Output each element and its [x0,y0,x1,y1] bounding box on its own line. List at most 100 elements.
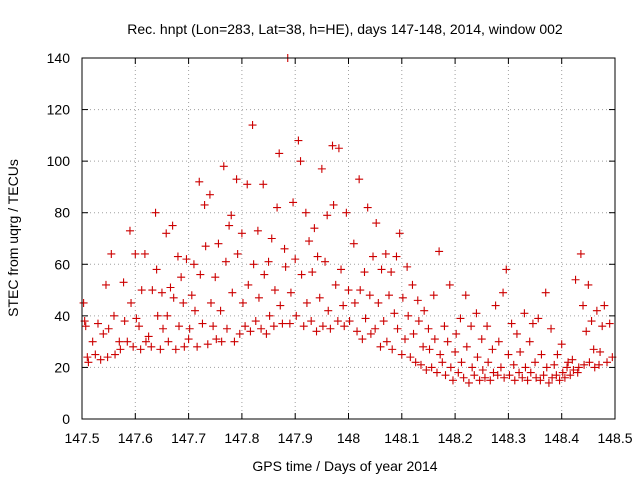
data-point-marker [99,329,108,338]
data-point-marker [413,296,422,305]
data-point-marker [548,373,557,382]
data-point-marker [177,273,186,282]
data-point-marker [228,288,237,297]
data-point-marker [372,219,381,228]
data-point-marker [376,342,385,351]
data-point-marker [244,280,253,289]
data-point-marker [424,324,433,333]
data-point-marker [296,157,305,166]
data-point-marker [127,298,136,307]
data-point-marker [443,337,452,346]
data-point-marker [552,371,561,380]
data-point-marker [461,291,470,300]
data-point-marker [509,360,518,369]
data-point-marker [254,293,263,302]
data-point-marker [534,314,543,323]
data-point-marker [382,337,391,346]
data-point-marker [488,345,497,354]
data-point-marker [558,368,567,377]
data-point-marker [590,363,599,372]
x-tick-label: 147.9 [278,430,313,446]
data-point-marker [233,249,242,258]
data-point-marker [484,358,493,367]
data-point-marker [115,337,124,346]
data-point-marker [171,345,180,354]
data-point-marker [472,309,481,318]
data-point-marker [249,260,258,269]
data-point-marker [151,208,160,217]
data-point-marker [429,291,438,300]
data-point-marker [324,306,333,315]
data-point-marker [451,347,460,356]
data-point-marker [355,175,364,184]
data-point-marker [589,345,598,354]
data-point-marker [416,360,425,369]
x-tick-label: 148.3 [491,430,526,446]
data-point-marker [237,229,246,238]
data-point-marker [232,175,241,184]
data-point-marker [385,291,394,300]
data-point-marker [398,293,407,302]
data-point-marker [91,350,100,359]
data-point-marker [140,249,149,258]
data-point-marker [299,322,308,331]
data-point-marker [496,363,505,372]
data-point-marker [568,355,577,364]
data-point-marker [321,257,330,266]
data-point-marker [550,360,559,369]
data-point-marker [404,311,413,320]
data-point-marker [414,317,423,326]
data-point-marker [584,280,593,289]
x-axis-ticks: 147.5 147.6 147.7 147.8 147.9 148 148.1 148.2 14… [64,58,633,446]
data-point-marker [190,306,199,315]
data-point-marker [329,200,338,209]
data-point-marker [537,350,546,359]
data-point-marker [157,288,166,297]
data-point-marker [323,211,332,220]
data-point-marker [333,317,342,326]
data-point-marker [473,353,482,362]
data-point-marker [103,353,112,362]
data-point-marker [468,363,477,372]
data-point-marker [200,200,209,209]
x-axis-label: GPS time / Days of year 2014 [252,458,437,474]
data-point-marker [505,371,514,380]
data-point-marker [536,376,545,385]
data-point-marker [574,363,583,372]
data-point-marker [408,280,417,289]
data-point-marker [308,268,317,277]
data-point-marker [88,337,97,346]
data-point-marker [483,322,492,331]
data-point-marker [515,368,524,377]
data-point-marker [374,298,383,307]
data-point-marker [459,373,468,382]
data-point-marker [144,332,153,341]
data-point-marker [435,247,444,256]
data-point-marker [489,368,498,377]
y-tick-label: 100 [47,153,71,169]
data-point-marker [366,329,375,338]
data-point-marker [275,149,284,158]
data-point-marker [182,255,191,264]
data-point-marker [477,335,486,344]
data-point-marker [184,335,193,344]
data-point-marker [493,371,502,380]
data-point-marker [292,311,301,320]
data-point-marker [120,317,129,326]
data-point-marker [377,265,386,274]
data-point-marker [486,376,495,385]
data-point-marker [246,327,255,336]
data-point-marker [360,268,369,277]
data-point-marker [369,252,378,261]
data-point-marker [301,208,310,217]
data-point-marker [104,324,113,333]
data-point-marker [259,180,268,189]
data-point-marker [175,322,184,331]
data-point-marker [248,121,257,130]
data-point-marker [187,291,196,300]
data-point-marker [148,286,157,295]
data-point-marker [467,322,476,331]
data-point-marker [109,311,118,320]
data-point-marker [478,366,487,375]
data-point-marker [93,319,102,328]
